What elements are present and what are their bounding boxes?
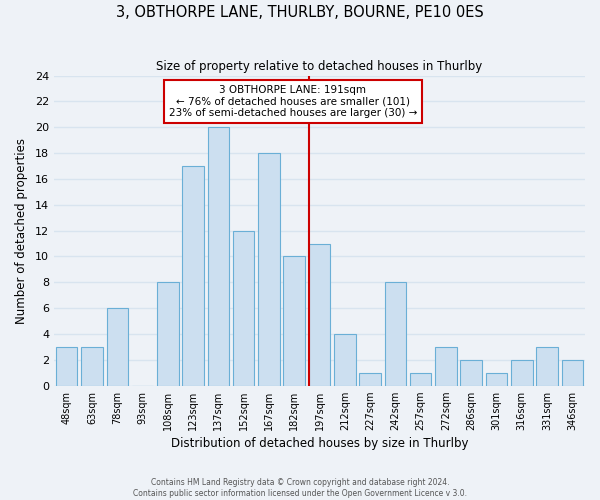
- Bar: [208, 127, 229, 386]
- Bar: [56, 347, 77, 386]
- Bar: [182, 166, 204, 386]
- Title: Size of property relative to detached houses in Thurlby: Size of property relative to detached ho…: [157, 60, 482, 73]
- Bar: [258, 153, 280, 386]
- Bar: [511, 360, 533, 386]
- Y-axis label: Number of detached properties: Number of detached properties: [15, 138, 28, 324]
- Bar: [157, 282, 179, 386]
- Bar: [410, 373, 431, 386]
- Bar: [359, 373, 381, 386]
- Bar: [309, 244, 330, 386]
- Bar: [435, 347, 457, 386]
- Text: 3, OBTHORPE LANE, THURLBY, BOURNE, PE10 0ES: 3, OBTHORPE LANE, THURLBY, BOURNE, PE10 …: [116, 5, 484, 20]
- Bar: [385, 282, 406, 386]
- Bar: [81, 347, 103, 386]
- Bar: [107, 308, 128, 386]
- Bar: [283, 256, 305, 386]
- Bar: [562, 360, 583, 386]
- Bar: [460, 360, 482, 386]
- Text: Contains HM Land Registry data © Crown copyright and database right 2024.
Contai: Contains HM Land Registry data © Crown c…: [133, 478, 467, 498]
- X-axis label: Distribution of detached houses by size in Thurlby: Distribution of detached houses by size …: [171, 437, 468, 450]
- Bar: [486, 373, 507, 386]
- Bar: [334, 334, 356, 386]
- Bar: [536, 347, 558, 386]
- Text: 3 OBTHORPE LANE: 191sqm
← 76% of detached houses are smaller (101)
23% of semi-d: 3 OBTHORPE LANE: 191sqm ← 76% of detache…: [169, 85, 417, 118]
- Bar: [233, 230, 254, 386]
